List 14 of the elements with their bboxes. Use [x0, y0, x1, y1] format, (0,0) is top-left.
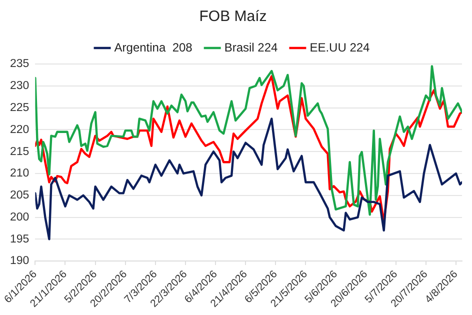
y-tick-label: 225 [10, 102, 30, 114]
y-tick-label: 230 [10, 80, 30, 92]
legend-label: Brasil 224 [224, 40, 278, 54]
y-tick-label: 235 [10, 58, 30, 70]
y-tick-label: 200 [10, 211, 30, 224]
y-tick-label: 195 [10, 233, 30, 246]
y-tick-label: 215 [10, 146, 30, 158]
chart-title: FOB Maíz [199, 8, 267, 26]
y-tick-label: 210 [10, 168, 30, 180]
legend-label: EE.UU 224 [310, 40, 370, 54]
y-tick-label: 220 [10, 124, 30, 136]
y-tick-label: 190 [10, 255, 30, 268]
y-tick-label: 205 [10, 190, 30, 202]
legend-label: Argentina 208 [114, 40, 193, 54]
